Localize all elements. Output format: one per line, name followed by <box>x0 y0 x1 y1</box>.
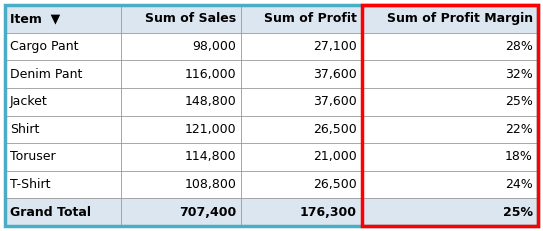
Text: 37,600: 37,600 <box>313 95 357 108</box>
Text: Shirt: Shirt <box>10 123 40 136</box>
Text: 98,000: 98,000 <box>192 40 236 53</box>
Bar <box>5 88 538 116</box>
Text: Denim Pant: Denim Pant <box>10 67 83 81</box>
Text: 27,100: 27,100 <box>313 40 357 53</box>
Bar <box>5 60 538 88</box>
Bar <box>5 33 538 60</box>
Text: T-Shirt: T-Shirt <box>10 178 50 191</box>
Text: 32%: 32% <box>505 67 533 81</box>
Text: Sum of Profit Margin: Sum of Profit Margin <box>387 12 533 25</box>
Bar <box>5 198 538 226</box>
Bar <box>5 5 538 33</box>
Text: Item  ▼: Item ▼ <box>10 12 60 25</box>
Text: 707,400: 707,400 <box>179 206 236 219</box>
Text: Cargo Pant: Cargo Pant <box>10 40 79 53</box>
Bar <box>5 143 538 171</box>
Text: 108,800: 108,800 <box>185 178 236 191</box>
Text: 116,000: 116,000 <box>185 67 236 81</box>
Bar <box>362 5 538 226</box>
Text: Jacket: Jacket <box>10 95 48 108</box>
Text: Sum of Sales: Sum of Sales <box>145 12 236 25</box>
Text: 22%: 22% <box>505 123 533 136</box>
Text: 24%: 24% <box>505 178 533 191</box>
Text: 18%: 18% <box>505 150 533 164</box>
Text: 21,000: 21,000 <box>313 150 357 164</box>
Text: Toruser: Toruser <box>10 150 55 164</box>
Text: Sum of Profit: Sum of Profit <box>264 12 357 25</box>
Text: 114,800: 114,800 <box>185 150 236 164</box>
Text: 26,500: 26,500 <box>313 123 357 136</box>
Text: 176,300: 176,300 <box>300 206 357 219</box>
Text: 25%: 25% <box>505 95 533 108</box>
Text: Grand Total: Grand Total <box>10 206 91 219</box>
Text: 25%: 25% <box>503 206 533 219</box>
Text: 37,600: 37,600 <box>313 67 357 81</box>
Text: 28%: 28% <box>505 40 533 53</box>
Text: 26,500: 26,500 <box>313 178 357 191</box>
Bar <box>5 171 538 198</box>
Bar <box>5 116 538 143</box>
Text: 148,800: 148,800 <box>185 95 236 108</box>
Text: 121,000: 121,000 <box>185 123 236 136</box>
